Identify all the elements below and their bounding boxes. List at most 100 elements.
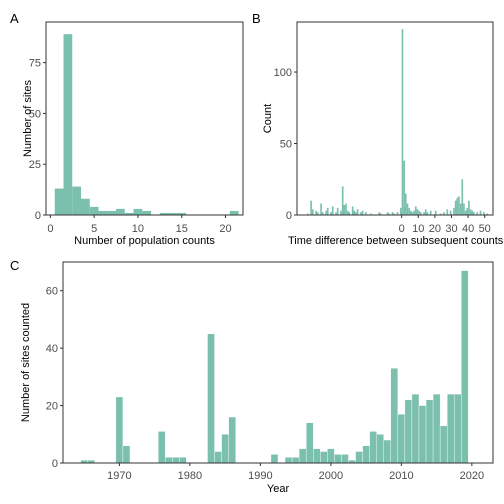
bar <box>341 454 349 464</box>
bar <box>327 448 335 464</box>
panel-tag: B <box>252 11 261 26</box>
bar <box>320 451 328 464</box>
bar <box>54 188 64 215</box>
bar <box>298 448 307 464</box>
bar <box>396 212 399 215</box>
bar <box>454 393 462 464</box>
x-tick-label: 1990 <box>248 470 272 482</box>
x-tick-label: 50 <box>479 223 491 235</box>
x-tick-label: 2000 <box>319 470 343 482</box>
bar <box>340 210 342 215</box>
panel-border <box>296 21 494 216</box>
bar <box>72 186 82 215</box>
bar <box>476 212 479 215</box>
y-tick-label: 50 <box>29 108 41 120</box>
bar <box>124 212 134 215</box>
bars <box>306 29 489 215</box>
panel-border <box>45 21 244 216</box>
y-tick-label: 0 <box>286 210 292 222</box>
bar <box>207 333 215 464</box>
bar <box>326 207 329 215</box>
bar <box>291 457 300 464</box>
bar <box>228 416 236 464</box>
y-tick-label: 50 <box>280 139 292 151</box>
bar <box>459 203 462 215</box>
bar <box>334 454 342 464</box>
bar <box>388 213 391 215</box>
bar <box>380 213 382 215</box>
bar <box>362 445 370 464</box>
bar <box>429 210 432 215</box>
bar <box>404 193 407 215</box>
bar <box>454 200 457 215</box>
bar <box>353 210 356 215</box>
bar <box>403 160 405 215</box>
bar <box>369 431 377 464</box>
bar <box>483 212 485 215</box>
bar <box>306 213 309 215</box>
bar <box>311 209 314 215</box>
bar <box>411 212 414 215</box>
x-tick-label: 10 <box>132 223 144 235</box>
bar <box>456 197 459 215</box>
bar <box>315 210 317 215</box>
bar <box>172 457 180 464</box>
bar <box>351 206 354 215</box>
bar <box>418 405 427 464</box>
bar <box>468 200 470 215</box>
bar <box>471 210 474 215</box>
x-tick-label: 2010 <box>389 470 413 482</box>
bar <box>461 270 469 464</box>
bar <box>419 212 422 215</box>
bar <box>221 434 229 464</box>
bar <box>424 209 427 215</box>
bar <box>466 207 469 215</box>
bar <box>463 203 465 215</box>
bar <box>458 196 460 215</box>
bar <box>81 198 90 215</box>
y-tick-label: 60 <box>46 286 58 298</box>
bar <box>355 212 357 215</box>
y-tick-label: 100 <box>274 67 292 79</box>
bar <box>439 213 442 215</box>
bar <box>63 34 73 216</box>
y-tick-label: 0 <box>52 458 58 470</box>
bar <box>399 207 402 215</box>
bar <box>330 212 332 215</box>
bar <box>98 210 108 215</box>
bar <box>229 210 239 215</box>
bar <box>157 431 166 464</box>
bar <box>310 200 312 215</box>
x-tick-label: 20 <box>429 223 441 235</box>
bar <box>325 210 327 215</box>
y-tick-label: 20 <box>46 401 58 413</box>
bar <box>321 212 324 215</box>
panel-a: 0 5 10 15 20 0 25 50 75 Number of population coun… <box>10 11 244 247</box>
bar <box>413 210 415 215</box>
bar <box>168 212 178 215</box>
bar <box>346 210 349 215</box>
panel-tag: A <box>10 11 19 26</box>
bar <box>214 451 222 464</box>
bar <box>397 413 406 464</box>
bar <box>313 448 321 464</box>
bar <box>116 208 125 215</box>
bar <box>348 212 351 215</box>
bar <box>365 212 367 215</box>
bar <box>461 179 464 215</box>
y-axis-label: Number of sites counted <box>20 303 32 422</box>
bar <box>446 209 449 215</box>
bar <box>469 209 472 215</box>
bar <box>284 457 293 464</box>
bar <box>159 212 169 215</box>
bar <box>408 207 410 215</box>
bar <box>418 210 420 215</box>
y-axis-label: Count <box>262 104 274 133</box>
bar <box>336 207 339 215</box>
bar <box>426 212 429 215</box>
x-tick-label: 15 <box>176 223 188 235</box>
x-axis-label: Time difference between subsequent count… <box>288 235 504 247</box>
y-axis-label: Number of sites <box>22 79 34 157</box>
bars <box>80 270 469 464</box>
